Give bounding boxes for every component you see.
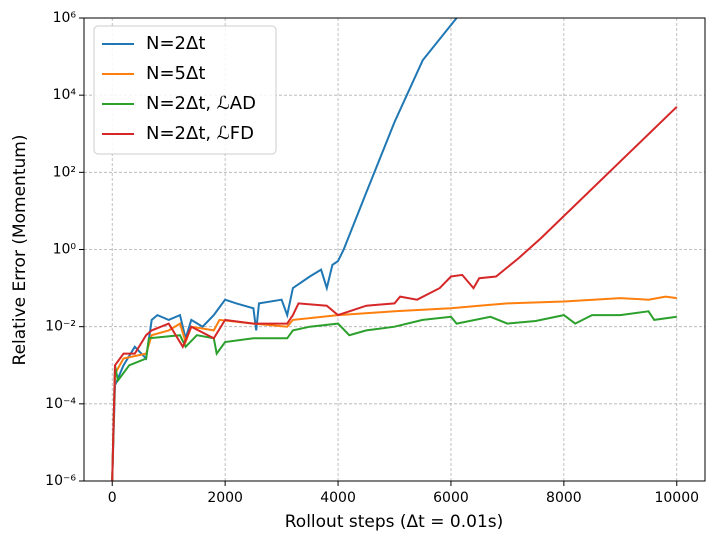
y-tick-label: 10⁰ [53,242,77,258]
legend-box [93,25,277,155]
y-tick-label: 10⁻⁶ [45,473,76,489]
x-tick-label: 8000 [546,490,582,506]
y-axis-label: Relative Error (Momentum) [10,135,30,366]
line [111,310,677,481]
line [111,18,458,481]
y-tick-label: 10⁻² [45,319,76,335]
x-axis-label: Rollout steps (Δt = 0.01s) [285,512,504,532]
y-tick-label: 10⁻⁴ [45,396,76,412]
x-tick-label: 4000 [320,490,356,506]
legend-label: N=2Δt, ℒFD [146,123,254,144]
legend-label: N=5Δt [146,63,205,84]
x-tick-label: 6000 [433,490,469,506]
y-tick-label: 10² [53,164,76,180]
x-tick-label: 2000 [207,490,243,506]
x-tick-label: 10000 [654,490,699,506]
plot-lines [111,18,678,481]
plot-frame [83,17,706,482]
line [111,106,678,481]
y-tick-label: 10⁶ [53,10,77,26]
legend-label: N=2Δt [146,33,205,54]
legend-label: N=2Δt, ℒAD [146,93,256,114]
x-tick-label: 0 [108,490,117,506]
y-tick-label: 10⁴ [53,87,77,103]
